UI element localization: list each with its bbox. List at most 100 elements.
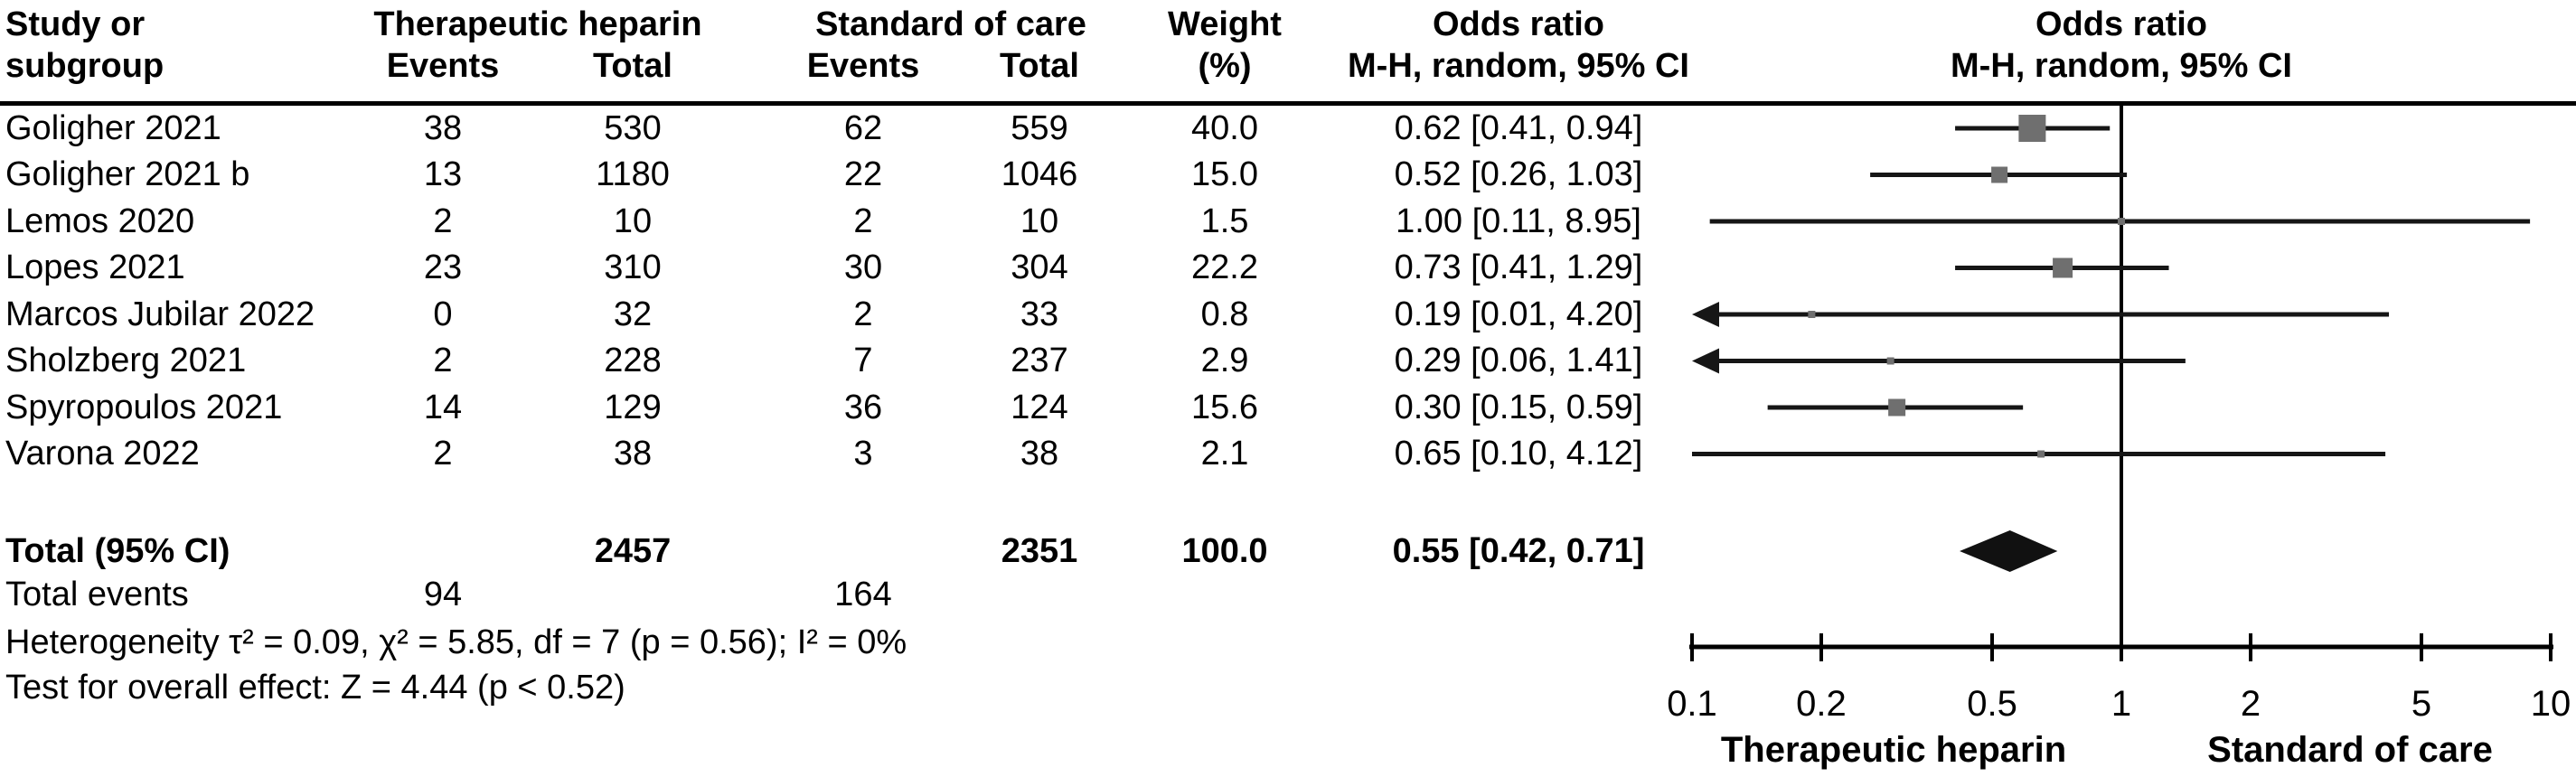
- odds-ratio-ci: 0.19 [0.01, 4.20]: [1394, 295, 1643, 333]
- col-header-study-line2: subgroup: [5, 47, 165, 85]
- th-events: 38: [423, 109, 463, 147]
- study-name: Sholzberg 2021: [5, 342, 247, 379]
- th-total: 32: [613, 295, 653, 333]
- weight-square: [1991, 166, 2008, 183]
- weight-square: [2053, 257, 2073, 278]
- plot-header-or-line2: M-H, random, 95% CI: [1951, 47, 2292, 85]
- soc-total: 33: [1020, 295, 1059, 333]
- axis-tick-label: 0.2: [1796, 684, 1847, 724]
- table-row-study-4: Marcos Jubilar 2022 0 32 2 33 0.8 0.19 […: [0, 291, 1717, 338]
- soc-events: 22: [843, 155, 883, 193]
- table-row-study-7: Varona 2022 2 38 3 38 2.1 0.65 [0.10, 4.…: [0, 430, 1717, 477]
- th-total: 228: [604, 342, 662, 379]
- table-row-study-0: Goligher 2021 38 530 62 559 40.0 0.62 [0…: [0, 105, 1717, 152]
- th-events: 2: [433, 202, 453, 240]
- total-odds-ratio-ci: 0.55 [0.42, 0.71]: [1392, 532, 1645, 570]
- weight-square: [2037, 450, 2045, 458]
- total-events-th: 94: [423, 576, 463, 613]
- study-name: Spyropoulos 2021: [5, 388, 283, 426]
- th-events: 2: [433, 435, 453, 473]
- col-header-weight: Weight (%): [1125, 4, 1324, 87]
- odds-ratio-ci: 1.00 [0.11, 8.95]: [1396, 202, 1641, 240]
- axis-tick-label: 0.1: [1667, 684, 1717, 724]
- th-events: 14: [423, 388, 463, 426]
- pooled-effect-diamond: [1960, 530, 2058, 572]
- axis-tick-label: 0.5: [1967, 684, 2017, 724]
- soc-events: 2: [853, 295, 873, 333]
- study-name: Goligher 2021 b: [5, 155, 250, 193]
- axis-tick-label: 1: [2111, 684, 2131, 724]
- axis-tick-label: 10: [2531, 684, 2571, 724]
- axis-label-favours-left: Therapeutic heparin: [1720, 730, 2067, 770]
- soc-total: 559: [1011, 109, 1068, 147]
- weight-percent: 40.0: [1191, 109, 1258, 147]
- study-name: Varona 2022: [5, 435, 200, 473]
- weight-percent: 0.8: [1200, 295, 1249, 333]
- weight-square: [1808, 311, 1816, 318]
- table-row-total-events: Total events 94 164: [0, 571, 1717, 618]
- th-total: 310: [604, 248, 662, 286]
- plot-header-or-line1: Odds ratio: [2035, 5, 2208, 43]
- total-soc-total: 2351: [1001, 532, 1078, 570]
- weight-square: [1888, 398, 1906, 417]
- study-name: Lopes 2021: [5, 248, 185, 286]
- col-header-soc-total: Total: [1000, 47, 1079, 85]
- axis-label-favours-right: Standard of care: [2207, 730, 2493, 770]
- soc-events: 2: [853, 202, 873, 240]
- header-divider-rule: [0, 101, 2576, 106]
- weight-square: [2118, 218, 2125, 225]
- odds-ratio-ci: 0.52 [0.26, 1.03]: [1394, 155, 1643, 193]
- col-header-odds-ratio-plot: Odds ratio M-H, random, 95% CI: [1895, 4, 2347, 87]
- weight-percent: 15.0: [1191, 155, 1258, 193]
- table-row-study-2: Lemos 2020 2 10 2 10 1.5 1.00 [0.11, 8.9…: [0, 198, 1717, 245]
- th-total: 10: [613, 202, 653, 240]
- soc-total: 1046: [1001, 155, 1078, 193]
- study-name: Marcos Jubilar 2022: [5, 295, 315, 333]
- table-row-total: Total (95% CI) 2457 2351 100.0 0.55 [0.4…: [0, 528, 1717, 575]
- soc-total: 304: [1011, 248, 1068, 286]
- soc-events: 62: [843, 109, 883, 147]
- total-events-soc: 164: [834, 576, 892, 613]
- soc-total: 38: [1020, 435, 1059, 473]
- col-header-odds-ratio-text: Odds ratio M-H, random, 95% CI: [1293, 4, 1744, 87]
- table-row-study-5: Sholzberg 2021 2 228 7 237 2.9 0.29 [0.0…: [0, 337, 1717, 384]
- col-header-or-line2: M-H, random, 95% CI: [1348, 47, 1689, 85]
- odds-ratio-ci: 0.65 [0.10, 4.12]: [1394, 435, 1643, 473]
- study-name: Goligher 2021: [5, 109, 221, 147]
- table-row-study-3: Lopes 2021 23 310 30 304 22.2 0.73 [0.41…: [0, 244, 1717, 291]
- col-header-weight-line2: (%): [1198, 47, 1252, 85]
- col-header-soc-events: Events: [806, 47, 920, 85]
- weight-square: [2018, 115, 2046, 142]
- weight-percent: 15.6: [1191, 388, 1258, 426]
- soc-events: 30: [843, 248, 883, 286]
- col-header-standard-group: Standard of care: [815, 5, 1086, 43]
- col-header-th-total: Total: [593, 47, 672, 85]
- total-th-total: 2457: [594, 532, 672, 570]
- overall-effect-stats: Test for overall effect: Z = 4.44 (p < 0…: [5, 669, 625, 707]
- odds-ratio-ci: 0.30 [0.15, 0.59]: [1394, 388, 1643, 426]
- col-header-or-line1: Odds ratio: [1432, 5, 1605, 43]
- total-weight-percent: 100.0: [1181, 532, 1268, 570]
- weight-percent: 2.9: [1200, 342, 1249, 379]
- odds-ratio-ci: 0.73 [0.41, 1.29]: [1394, 248, 1643, 286]
- col-header-weight-line1: Weight: [1168, 5, 1282, 43]
- th-events: 2: [433, 342, 453, 379]
- col-header-therapeutic-group: Therapeutic heparin: [373, 5, 702, 43]
- soc-total: 10: [1020, 202, 1059, 240]
- weight-square: [1886, 357, 1894, 365]
- th-total: 1180: [596, 155, 670, 193]
- study-name: Lemos 2020: [5, 202, 195, 240]
- heterogeneity-stats: Heterogeneity τ² = 0.09, χ² = 5.85, df =…: [5, 623, 907, 661]
- th-events: 0: [433, 295, 453, 333]
- th-total: 38: [613, 435, 653, 473]
- soc-events: 36: [843, 388, 883, 426]
- odds-ratio-ci: 0.29 [0.06, 1.41]: [1394, 342, 1643, 379]
- total-label: Total (95% CI): [5, 532, 230, 570]
- table-row-study-1: Goligher 2021 b 13 1180 22 1046 15.0 0.5…: [0, 151, 1717, 198]
- soc-events: 7: [853, 342, 873, 379]
- th-total: 129: [604, 388, 662, 426]
- weight-percent: 2.1: [1200, 435, 1249, 473]
- col-header-study-line1: Study or: [5, 5, 146, 43]
- th-total: 530: [604, 109, 662, 147]
